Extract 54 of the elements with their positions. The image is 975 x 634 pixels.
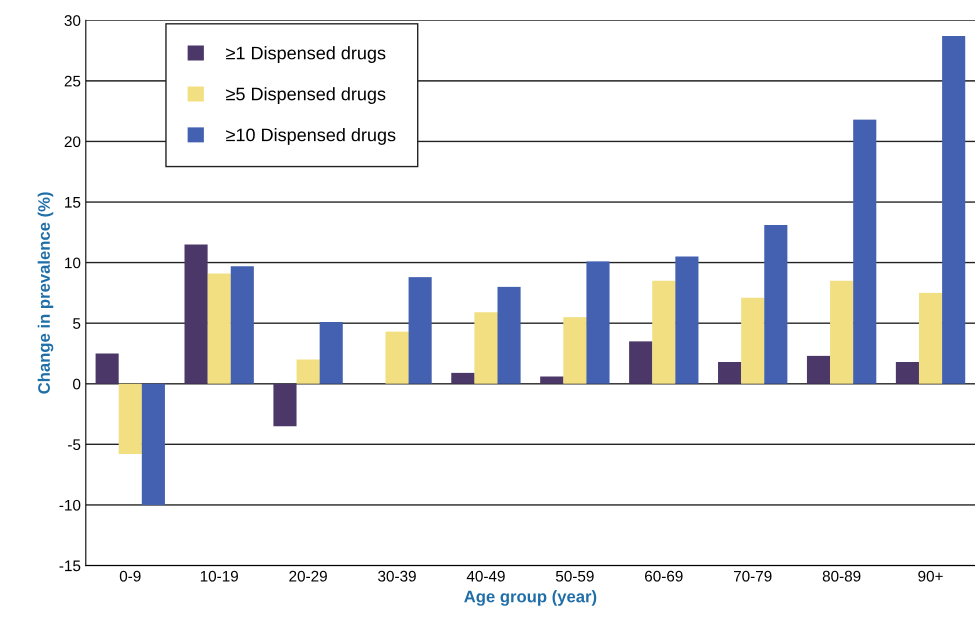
x-tick-label: 70-79	[734, 570, 772, 582]
x-tick-label: 20-29	[289, 570, 327, 582]
bar	[563, 317, 586, 384]
x-tick-label: 50-59	[556, 570, 594, 582]
x-axis-title: Age group (year)	[464, 590, 596, 606]
bar	[764, 225, 788, 384]
bar	[184, 244, 208, 384]
y-axis-title: Change in prevalence (%)	[38, 192, 54, 394]
y-tick-label: -15	[60, 560, 80, 572]
legend-label: ≥5 Dispensed drugs	[226, 87, 386, 104]
bar	[629, 341, 652, 384]
y-tick-label: 0	[73, 378, 80, 390]
y-tick-label: 20	[64, 136, 80, 148]
bar	[208, 274, 231, 384]
bar	[830, 280, 854, 384]
bar	[675, 256, 698, 384]
x-tick-label: 30-39	[378, 570, 416, 582]
y-tick-label: 5	[73, 318, 80, 329]
x-tick-label: 10-19	[200, 570, 238, 582]
x-tick-label: 40-49	[466, 570, 505, 582]
bar	[586, 261, 610, 384]
bar	[718, 362, 742, 384]
bar	[118, 384, 142, 454]
bar	[385, 332, 409, 384]
y-tick-label: -10	[60, 500, 80, 511]
bar	[896, 362, 919, 384]
legend-label: ≥1 Dispensed drugs	[226, 46, 386, 63]
x-tick-label: 80-89	[822, 570, 860, 582]
bar	[853, 120, 876, 384]
bar	[451, 372, 474, 384]
bar	[918, 292, 942, 384]
bar	[498, 286, 521, 384]
x-tick-label: 0-9	[120, 570, 141, 582]
bar	[652, 280, 676, 384]
x-tick-label: 90+	[918, 570, 943, 582]
y-tick-label: 10	[65, 257, 80, 268]
bar	[540, 376, 564, 384]
bar	[741, 298, 764, 384]
y-tick-label: 30	[64, 15, 80, 26]
bar	[230, 266, 254, 384]
bar	[474, 312, 498, 384]
y-tick-label: 15	[65, 197, 80, 208]
bar	[806, 356, 830, 384]
bar	[273, 384, 297, 426]
x-tick-label: 60-69	[645, 570, 683, 582]
y-tick-label: -5	[68, 439, 80, 450]
bar	[408, 277, 432, 384]
bar	[296, 360, 320, 384]
legend-label: ≥10 Dispensed drugs	[226, 128, 396, 145]
bar	[142, 384, 165, 505]
bar	[96, 353, 119, 384]
bar	[320, 322, 343, 384]
bar	[942, 36, 966, 384]
y-tick-label: 25	[64, 76, 80, 87]
